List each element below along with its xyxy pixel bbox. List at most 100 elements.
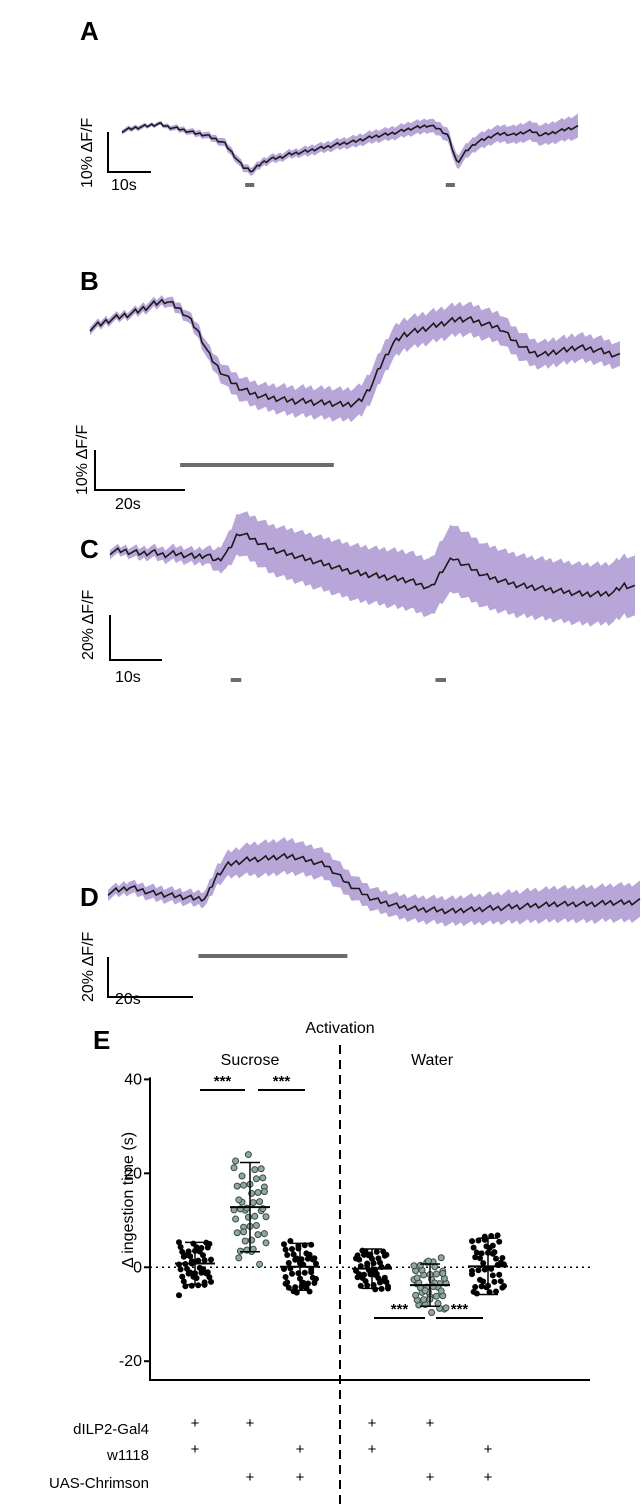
- data-point: [195, 1257, 202, 1264]
- data-point: [260, 1188, 268, 1196]
- data-point: [432, 1270, 440, 1278]
- genotype-mark: +: [191, 1441, 200, 1458]
- data-point: [232, 1215, 240, 1223]
- data-point: [311, 1255, 318, 1262]
- data-point: [412, 1291, 420, 1299]
- genotype-mark: +: [246, 1469, 255, 1486]
- genotype-label: w1118: [106, 1447, 149, 1464]
- data-point: [313, 1260, 319, 1267]
- data-point: [362, 1278, 369, 1285]
- trace-panel-c: [109, 511, 636, 682]
- scale-bar: [94, 450, 185, 491]
- data-point: [201, 1257, 208, 1264]
- data-point: [233, 1182, 241, 1190]
- data-point: [437, 1287, 445, 1295]
- data-point: [204, 1244, 211, 1251]
- significance-stars: ***: [273, 1073, 291, 1090]
- error-bar: [185, 1241, 205, 1286]
- data-point: [252, 1221, 260, 1229]
- data-point: [472, 1254, 479, 1261]
- data-point: [469, 1238, 475, 1245]
- genotype-label: dILP2-Gal4: [73, 1421, 149, 1438]
- data-point: [354, 1274, 361, 1281]
- data-point: [285, 1260, 292, 1267]
- data-point: [177, 1266, 184, 1273]
- panel-letter-b: B: [80, 266, 99, 296]
- significance-stars: ***: [451, 1301, 469, 1318]
- data-point: [179, 1248, 186, 1255]
- data-point: [421, 1287, 429, 1295]
- data-point: [357, 1282, 364, 1289]
- y-tick-label: -20: [119, 1353, 142, 1370]
- data-point: [475, 1237, 482, 1244]
- genotype-mark: +: [368, 1415, 377, 1432]
- y-ticks-panel-e: 40 20 0 -20: [119, 1071, 150, 1370]
- genotype-mark: +: [426, 1469, 435, 1486]
- data-point: [491, 1278, 498, 1285]
- data-point: [353, 1255, 359, 1262]
- data-point: [203, 1239, 210, 1246]
- data-point: [385, 1285, 391, 1292]
- data-point: [489, 1242, 496, 1249]
- mean-trace: [109, 532, 636, 598]
- data-point: [496, 1271, 503, 1278]
- data-point: [282, 1274, 289, 1281]
- error-bar: [240, 1161, 260, 1253]
- group-label-water: Water: [411, 1052, 454, 1069]
- data-point: [260, 1230, 268, 1238]
- data-point: [383, 1251, 390, 1258]
- scale-y-label-b: 10% ΔF/F: [74, 425, 91, 495]
- significance-stars: ***: [391, 1301, 409, 1318]
- data-point: [284, 1279, 291, 1286]
- genotype-mark: +: [246, 1415, 255, 1432]
- data-point: [477, 1276, 483, 1283]
- scale-bar: [107, 957, 193, 998]
- data-point: [176, 1292, 182, 1299]
- y-axis-label-e: Δ ingestion time (s): [120, 1132, 137, 1268]
- genotype-table: dILP2-Gal4 + + + + w1118 + + + + UAS-Chrimson + + + +: [49, 1415, 493, 1492]
- data-point: [230, 1164, 238, 1172]
- data-point: [233, 1229, 241, 1237]
- data-point: [489, 1272, 496, 1279]
- error-bar: [420, 1263, 440, 1308]
- scale-x-label-b: 20s: [115, 496, 141, 513]
- y-tick-label: 20: [124, 1165, 142, 1182]
- data-point: [285, 1284, 292, 1291]
- data-point: [303, 1250, 310, 1257]
- data-point: [257, 1165, 265, 1173]
- data-point: [491, 1249, 498, 1256]
- genotype-mark: +: [296, 1469, 305, 1486]
- data-point: [493, 1255, 499, 1262]
- data-point: [200, 1252, 206, 1259]
- data-point: [251, 1212, 259, 1220]
- panel-letter-c: C: [80, 534, 99, 564]
- data-point: [437, 1254, 445, 1262]
- data-point: [375, 1255, 382, 1262]
- data-point: [241, 1237, 249, 1245]
- data-point: [475, 1267, 482, 1274]
- data-point: [240, 1228, 248, 1236]
- data-point: [196, 1264, 203, 1271]
- trace-panel-a: [107, 113, 579, 187]
- error-bar: [478, 1237, 498, 1296]
- data-point: [254, 1231, 262, 1239]
- data-point: [416, 1261, 424, 1269]
- sem-band: [90, 295, 620, 423]
- panel-letter-a: A: [80, 16, 99, 46]
- data-point: [496, 1238, 503, 1245]
- genotype-mark: +: [484, 1469, 493, 1486]
- data-point: [290, 1288, 297, 1295]
- axis-lines: [149, 1077, 590, 1381]
- scatter-panel-e: [149, 1045, 590, 1509]
- data-point: [420, 1296, 428, 1304]
- data-point: [204, 1269, 211, 1276]
- data-point: [198, 1269, 205, 1276]
- data-point: [494, 1232, 501, 1239]
- y-tick-label: 0: [133, 1259, 142, 1276]
- data-point: [380, 1277, 387, 1284]
- data-point: [473, 1249, 480, 1256]
- genotype-mark: +: [296, 1441, 305, 1458]
- sem-band: [108, 837, 640, 927]
- data-point: [493, 1288, 499, 1295]
- data-point: [428, 1308, 436, 1316]
